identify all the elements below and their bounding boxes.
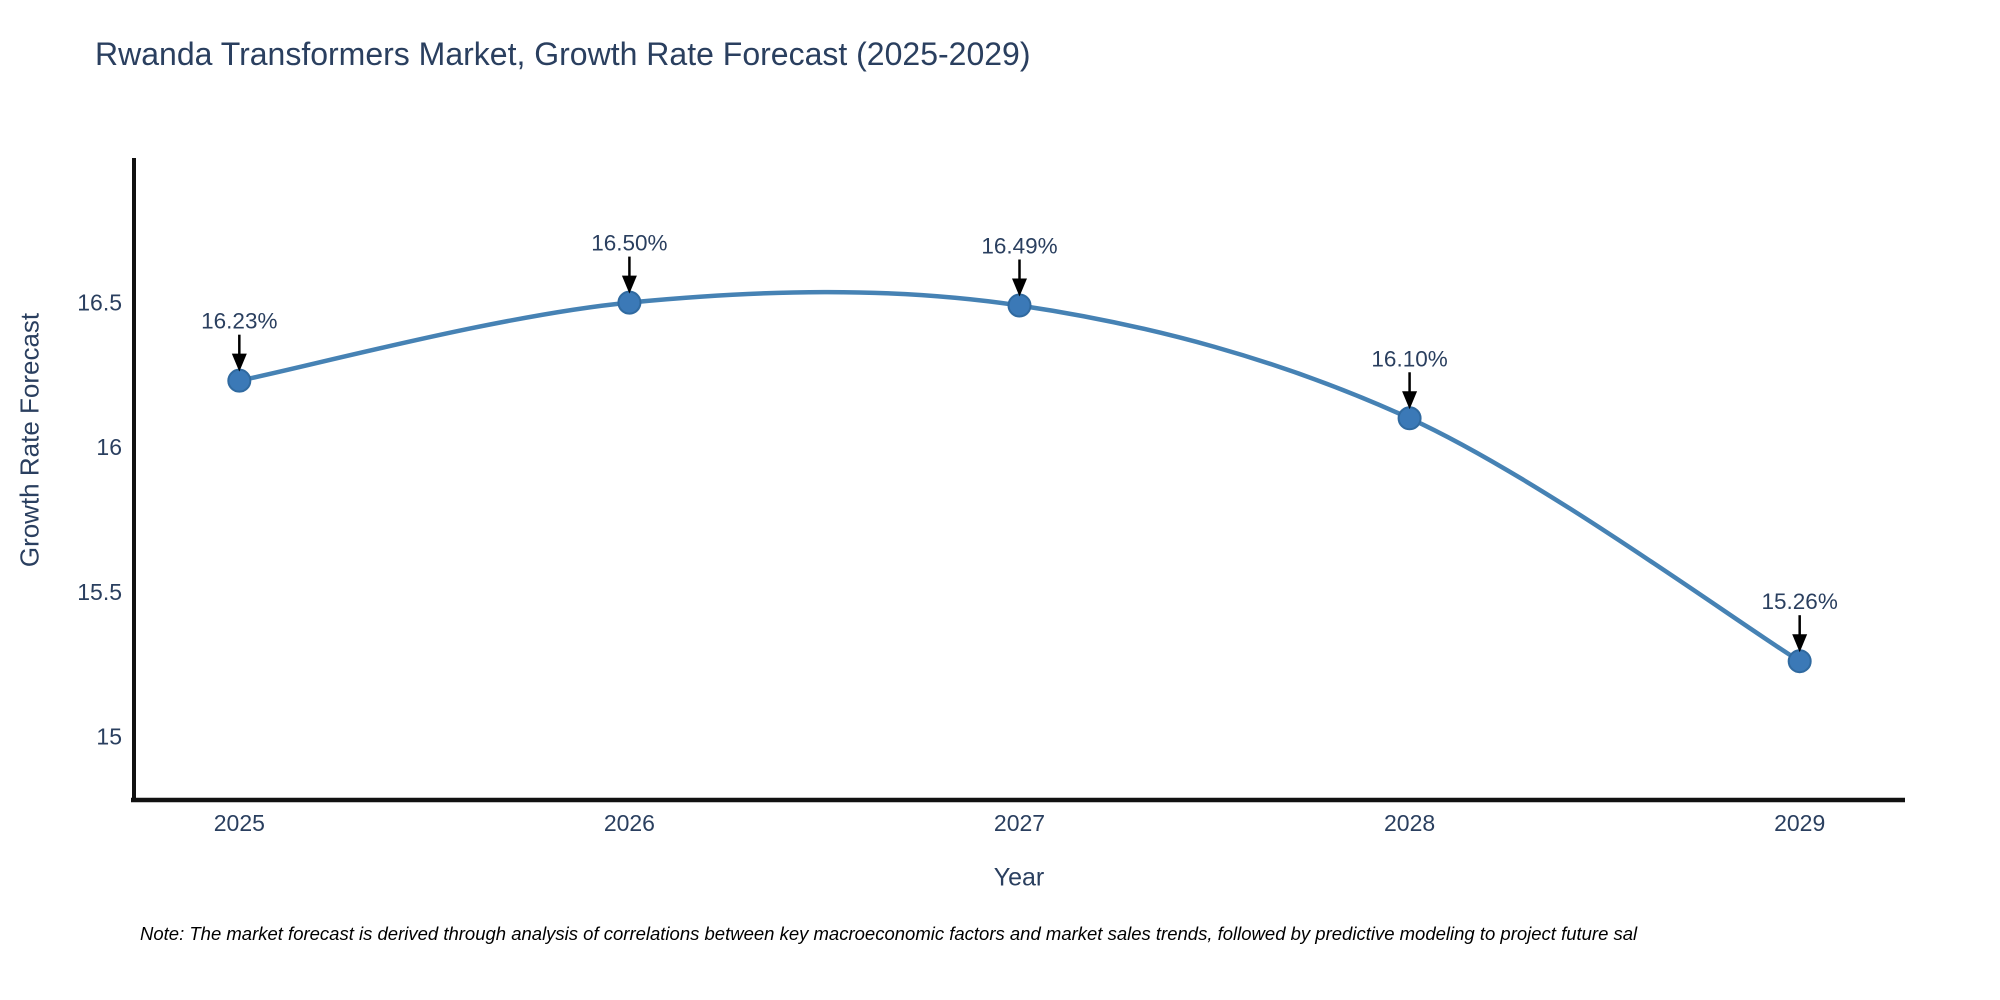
- annotation-arrow-head: [621, 275, 637, 294]
- data-point-marker: [1007, 293, 1032, 318]
- annotation-arrow-head: [1012, 278, 1027, 297]
- point-annotation: 16.10%: [1371, 346, 1447, 371]
- point-annotation: 16.50%: [591, 231, 667, 256]
- point-annotation: 16.49%: [981, 233, 1057, 258]
- forecast-line: [238, 289, 1801, 664]
- x-tick-label: 2025: [214, 810, 265, 836]
- y-tick-label: 15.5: [77, 579, 122, 605]
- data-point-marker: [617, 290, 642, 315]
- x-axis-title: Year: [993, 863, 1045, 892]
- annotation-arrow-head: [1792, 634, 1808, 653]
- footnote: Note: The market forecast is derived thr…: [140, 923, 1638, 944]
- data-point-marker: [227, 368, 252, 393]
- point-annotation: 15.26%: [1762, 589, 1838, 614]
- y-tick-label: 16: [96, 434, 122, 460]
- data-point-marker: [1397, 406, 1422, 431]
- point-annotation: 16.23%: [201, 309, 277, 334]
- data-point-marker: [1787, 649, 1812, 674]
- chart-title: Rwanda Transformers Market, Growth Rate …: [95, 36, 1031, 72]
- annotation-arrow-head: [231, 353, 247, 372]
- y-tick-label: 15: [96, 723, 122, 749]
- annotation-arrow-head: [1402, 391, 1418, 410]
- x-tick-label: 2029: [1774, 810, 1825, 836]
- y-tick-label: 16.5: [77, 290, 122, 316]
- x-tick-label: 2026: [604, 810, 655, 836]
- x-tick-label: 2027: [994, 810, 1045, 836]
- x-tick-label: 2028: [1384, 810, 1435, 836]
